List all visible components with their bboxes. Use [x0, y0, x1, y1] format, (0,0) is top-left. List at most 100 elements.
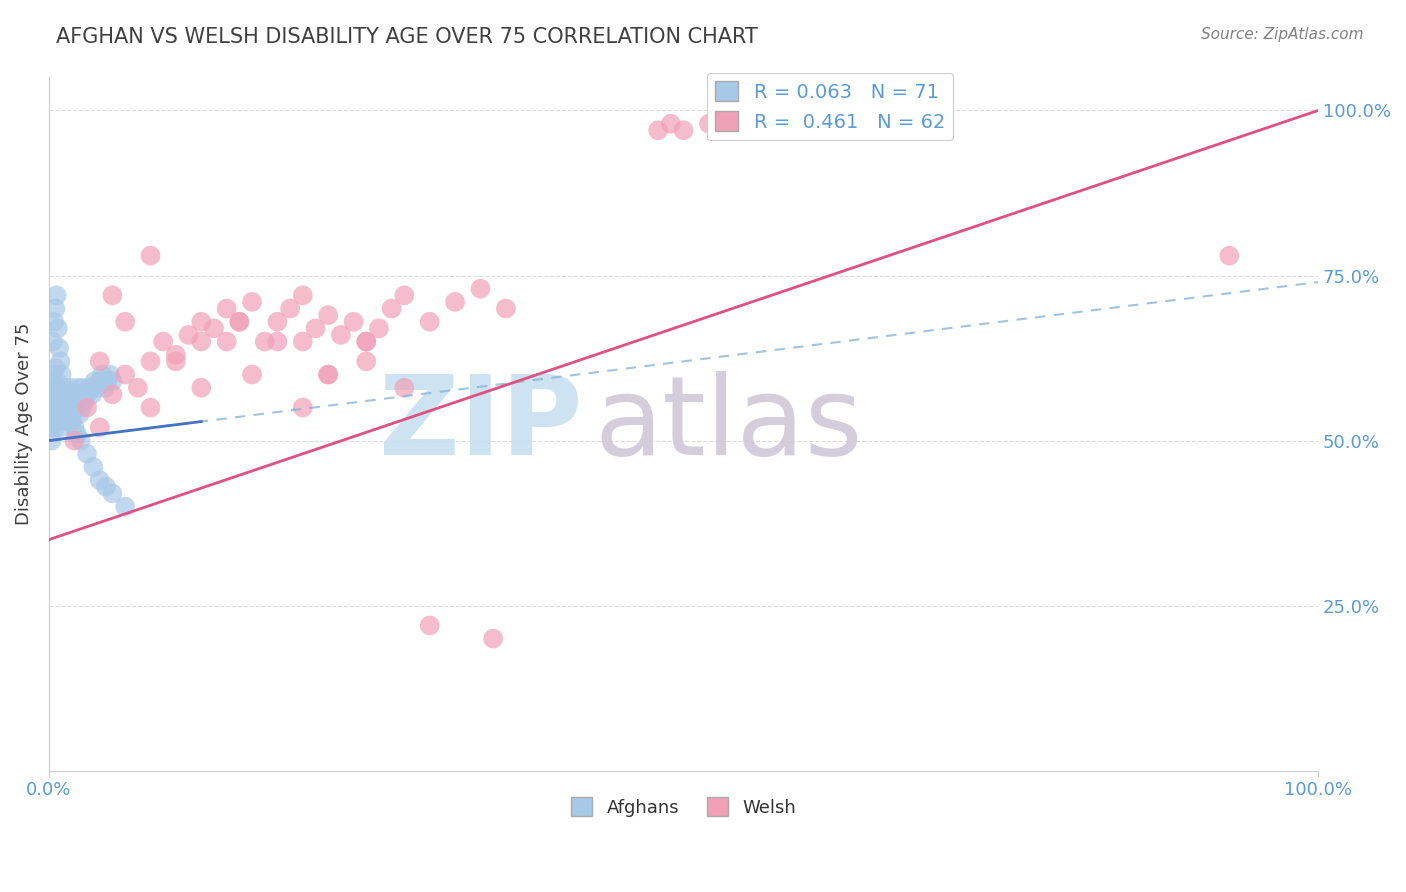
- Point: [89, 420, 111, 434]
- Point: [215, 301, 238, 316]
- Point: [63, 401, 86, 415]
- Point: [266, 315, 288, 329]
- Point: [190, 334, 212, 349]
- Text: atlas: atlas: [595, 370, 863, 477]
- Point: [101, 288, 124, 302]
- Point: [45, 401, 67, 415]
- Point: [482, 632, 505, 646]
- Point: [329, 327, 352, 342]
- Point: [62, 394, 84, 409]
- Point: [41, 434, 63, 448]
- Point: [368, 321, 391, 335]
- Point: [672, 123, 695, 137]
- Point: [356, 334, 378, 349]
- Point: [42, 315, 65, 329]
- Point: [89, 354, 111, 368]
- Point: [394, 288, 416, 302]
- Point: [49, 420, 72, 434]
- Point: [266, 334, 288, 349]
- Point: [735, 123, 758, 137]
- Point: [495, 301, 517, 316]
- Point: [60, 407, 83, 421]
- Point: [114, 368, 136, 382]
- Point: [291, 401, 314, 415]
- Point: [46, 321, 69, 335]
- Point: [139, 354, 162, 368]
- Point: [291, 288, 314, 302]
- Point: [79, 381, 101, 395]
- Point: [761, 117, 783, 131]
- Point: [83, 374, 105, 388]
- Point: [91, 368, 114, 382]
- Point: [46, 414, 69, 428]
- Point: [89, 473, 111, 487]
- Point: [44, 387, 66, 401]
- Point: [66, 427, 89, 442]
- Point: [59, 381, 82, 395]
- Point: [42, 381, 65, 395]
- Point: [67, 381, 90, 395]
- Point: [291, 334, 314, 349]
- Point: [44, 301, 66, 316]
- Text: AFGHAN VS WELSH DISABILITY AGE OVER 75 CORRELATION CHART: AFGHAN VS WELSH DISABILITY AGE OVER 75 C…: [56, 27, 758, 46]
- Point: [45, 374, 67, 388]
- Point: [69, 434, 91, 448]
- Point: [53, 381, 76, 395]
- Point: [647, 123, 669, 137]
- Point: [39, 420, 62, 434]
- Point: [659, 117, 682, 131]
- Point: [381, 301, 404, 316]
- Point: [60, 414, 83, 428]
- Point: [190, 381, 212, 395]
- Y-axis label: Disability Age Over 75: Disability Age Over 75: [15, 323, 32, 525]
- Point: [58, 407, 80, 421]
- Point: [49, 394, 72, 409]
- Point: [278, 301, 301, 316]
- Point: [48, 407, 70, 421]
- Point: [89, 374, 111, 388]
- Point: [202, 321, 225, 335]
- Point: [152, 334, 174, 349]
- Point: [55, 414, 77, 428]
- Point: [94, 381, 117, 395]
- Point: [42, 414, 65, 428]
- Point: [86, 381, 108, 395]
- Point: [69, 387, 91, 401]
- Point: [63, 420, 86, 434]
- Point: [53, 407, 76, 421]
- Point: [42, 394, 65, 409]
- Point: [82, 387, 104, 401]
- Point: [96, 374, 118, 388]
- Point: [444, 294, 467, 309]
- Point: [228, 315, 250, 329]
- Point: [55, 394, 77, 409]
- Point: [42, 407, 65, 421]
- Point: [419, 315, 441, 329]
- Point: [66, 394, 89, 409]
- Point: [51, 368, 73, 382]
- Text: ZIP: ZIP: [378, 370, 582, 477]
- Point: [1218, 249, 1240, 263]
- Point: [56, 387, 79, 401]
- Point: [41, 401, 63, 415]
- Point: [73, 394, 96, 409]
- Point: [101, 486, 124, 500]
- Point: [48, 341, 70, 355]
- Point: [253, 334, 276, 349]
- Point: [139, 401, 162, 415]
- Point: [98, 368, 121, 382]
- Point: [45, 288, 67, 302]
- Point: [101, 387, 124, 401]
- Point: [48, 381, 70, 395]
- Point: [127, 381, 149, 395]
- Point: [316, 368, 339, 382]
- Point: [82, 460, 104, 475]
- Text: Source: ZipAtlas.com: Source: ZipAtlas.com: [1201, 27, 1364, 42]
- Point: [76, 447, 98, 461]
- Point: [139, 249, 162, 263]
- Point: [316, 308, 339, 322]
- Point: [51, 387, 73, 401]
- Point: [49, 354, 72, 368]
- Point: [44, 360, 66, 375]
- Point: [76, 401, 98, 415]
